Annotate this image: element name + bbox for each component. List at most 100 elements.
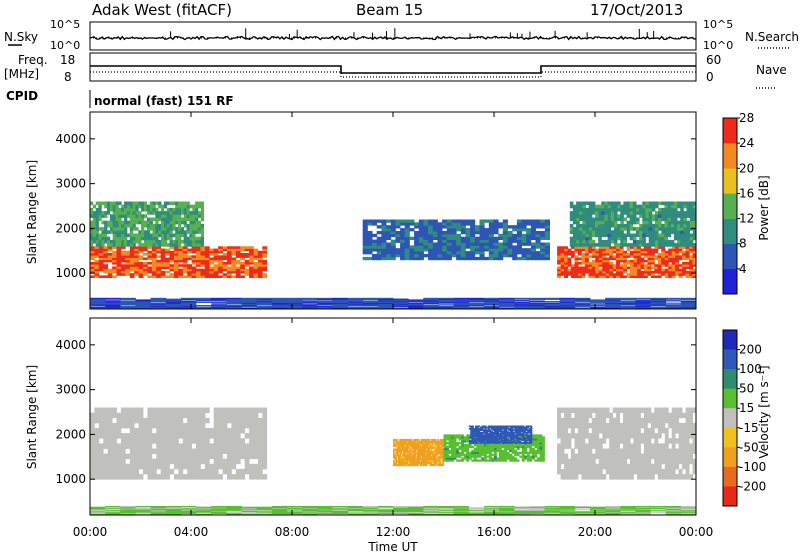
echo-cell bbox=[591, 273, 596, 276]
echo-cell bbox=[645, 223, 650, 228]
echo-cell bbox=[474, 231, 480, 235]
echo-cell bbox=[486, 451, 490, 454]
echo-cell bbox=[112, 230, 116, 234]
echo-cell bbox=[226, 301, 242, 303]
echo-cell bbox=[620, 236, 624, 241]
echo-cell bbox=[535, 239, 541, 243]
echo-cell bbox=[610, 233, 615, 238]
echo-cell bbox=[118, 236, 122, 241]
echo-cell bbox=[544, 251, 550, 255]
echo-cell bbox=[476, 439, 479, 442]
echo-cell bbox=[453, 438, 457, 441]
echo-cell bbox=[98, 259, 104, 263]
echo-cell bbox=[95, 217, 99, 222]
echo-cell bbox=[287, 305, 303, 307]
echo-cell bbox=[661, 243, 665, 247]
echo-cell bbox=[650, 259, 655, 263]
echo-cell bbox=[187, 463, 192, 470]
echo-cell bbox=[588, 236, 593, 241]
echo-cell bbox=[623, 243, 627, 247]
echo-cell bbox=[132, 217, 136, 222]
echo-cell bbox=[514, 431, 517, 434]
echo-cell bbox=[529, 301, 545, 303]
echo-cell bbox=[396, 450, 399, 453]
echo-cell bbox=[588, 246, 593, 249]
echo-cell bbox=[668, 264, 673, 267]
echo-cell bbox=[451, 254, 457, 258]
echo-cell bbox=[504, 455, 507, 458]
echo-cell bbox=[511, 444, 515, 447]
echo-cell bbox=[607, 223, 612, 228]
echo-cell bbox=[671, 273, 676, 276]
echo-cell bbox=[406, 452, 409, 455]
echo-cell bbox=[257, 474, 263, 480]
echo-cell bbox=[591, 253, 596, 256]
y-tick-label: 2000 bbox=[55, 221, 86, 235]
echo-cell bbox=[601, 230, 605, 234]
echo-cell bbox=[471, 425, 474, 428]
echo-cell bbox=[428, 446, 431, 449]
echo-cell bbox=[569, 236, 574, 241]
echo-cell bbox=[169, 233, 173, 238]
echo-cell bbox=[172, 214, 176, 218]
echo-cell bbox=[191, 463, 197, 470]
echo-cell bbox=[115, 236, 119, 241]
echo-cell bbox=[544, 225, 550, 229]
echo-cell bbox=[401, 454, 404, 457]
echo-cell bbox=[396, 440, 399, 444]
echo-cell bbox=[508, 439, 511, 442]
echo-cell bbox=[218, 422, 223, 429]
echo-cell bbox=[521, 453, 525, 456]
echo-cell bbox=[503, 435, 506, 438]
echo-cell bbox=[231, 412, 237, 419]
echo-cell bbox=[675, 266, 680, 270]
echo-cell bbox=[169, 211, 173, 215]
echo-cell bbox=[187, 443, 192, 449]
echo-cell bbox=[582, 207, 586, 212]
echo-cell bbox=[664, 223, 668, 228]
echo-cell bbox=[582, 211, 586, 215]
echo-cell bbox=[226, 306, 242, 308]
echo-cell bbox=[175, 201, 179, 206]
echo-cell bbox=[381, 233, 387, 238]
echo-cell bbox=[103, 248, 109, 252]
echo-cell bbox=[112, 412, 117, 419]
echo-cell bbox=[446, 442, 449, 445]
echo-cell bbox=[161, 227, 165, 231]
echo-cell bbox=[446, 233, 452, 238]
echo-cell bbox=[499, 455, 502, 458]
echo-cell bbox=[487, 434, 490, 437]
echo-cell bbox=[494, 445, 497, 449]
echo-cell bbox=[500, 430, 503, 433]
echo-cell bbox=[90, 302, 106, 304]
echo-cell bbox=[630, 250, 634, 254]
echo-cell bbox=[529, 298, 545, 300]
echo-cell bbox=[98, 453, 104, 460]
echo-cell bbox=[429, 450, 432, 453]
echo-cell bbox=[240, 255, 245, 258]
echo-cell bbox=[574, 303, 591, 305]
echo-cell bbox=[503, 425, 506, 428]
echo-cell bbox=[428, 440, 431, 444]
echo-cell bbox=[147, 417, 153, 424]
echo-cell bbox=[409, 463, 412, 467]
echo-cell bbox=[134, 412, 139, 419]
echo-cell bbox=[429, 440, 432, 444]
echo-cell bbox=[169, 253, 175, 256]
echo-cell bbox=[178, 253, 184, 256]
echo-cell bbox=[473, 439, 476, 442]
echo-cell bbox=[129, 273, 135, 276]
echo-cell bbox=[143, 433, 148, 439]
echo-cell bbox=[521, 251, 527, 255]
echo-cell bbox=[191, 275, 197, 278]
echo-cell bbox=[390, 222, 396, 226]
echo-cell bbox=[514, 434, 517, 437]
echo-cell bbox=[226, 305, 242, 307]
echo-cell bbox=[637, 257, 641, 261]
echo-cell bbox=[381, 222, 387, 226]
echo-cell bbox=[647, 273, 652, 276]
echo-cell bbox=[393, 461, 395, 465]
echo-cell bbox=[493, 228, 499, 232]
echo-cell bbox=[414, 245, 420, 249]
echo-cell bbox=[165, 302, 182, 304]
